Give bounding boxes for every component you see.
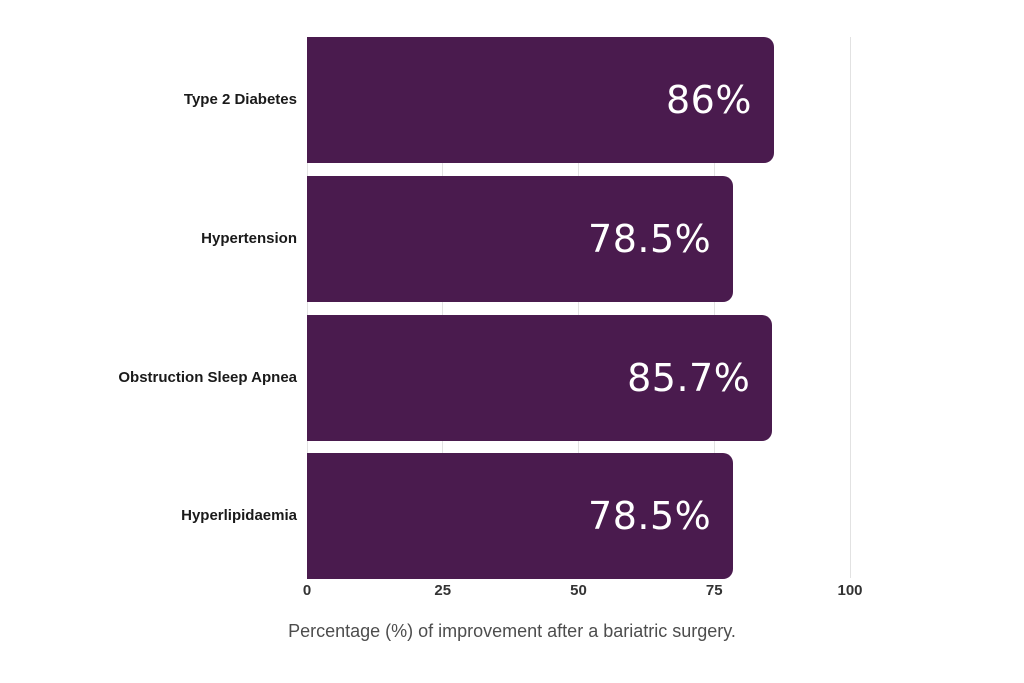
category-label: Hypertension <box>201 229 297 247</box>
bar-value-label: 85.7% <box>627 356 751 400</box>
bar-2: 85.7% <box>307 315 773 441</box>
gridline-50 <box>578 37 579 578</box>
gridline-100 <box>849 37 851 578</box>
gridline-0 <box>306 37 308 578</box>
gridline-75 <box>713 37 715 578</box>
bar-0: 86% <box>307 37 774 163</box>
x-tick-label-0: 0 <box>302 582 312 599</box>
x-tick-label-50: 50 <box>570 582 587 599</box>
x-axis-title: Percentage (%) of improvement after a ba… <box>288 621 736 641</box>
category-label: Type 2 Diabetes <box>183 90 297 108</box>
plot-area: 86% 78.5% 85.7% 78.5% <box>306 37 851 579</box>
x-tick-label-25: 25 <box>434 582 452 599</box>
bar-value-label: 86% <box>666 78 752 122</box>
x-tick-label-75: 75 <box>705 582 723 599</box>
category-label: Obstruction Sleep Apnea <box>118 368 297 386</box>
bar-3: 78.5% <box>307 453 734 579</box>
bar-1: 78.5% <box>307 176 734 302</box>
bar-value-label: 78.5% <box>588 217 712 261</box>
bar-value-label: 78.5% <box>588 494 712 538</box>
x-tick-label-100: 100 <box>837 582 863 599</box>
category-label: Hyperlipidaemia <box>181 506 297 524</box>
gridline-25 <box>442 37 444 578</box>
